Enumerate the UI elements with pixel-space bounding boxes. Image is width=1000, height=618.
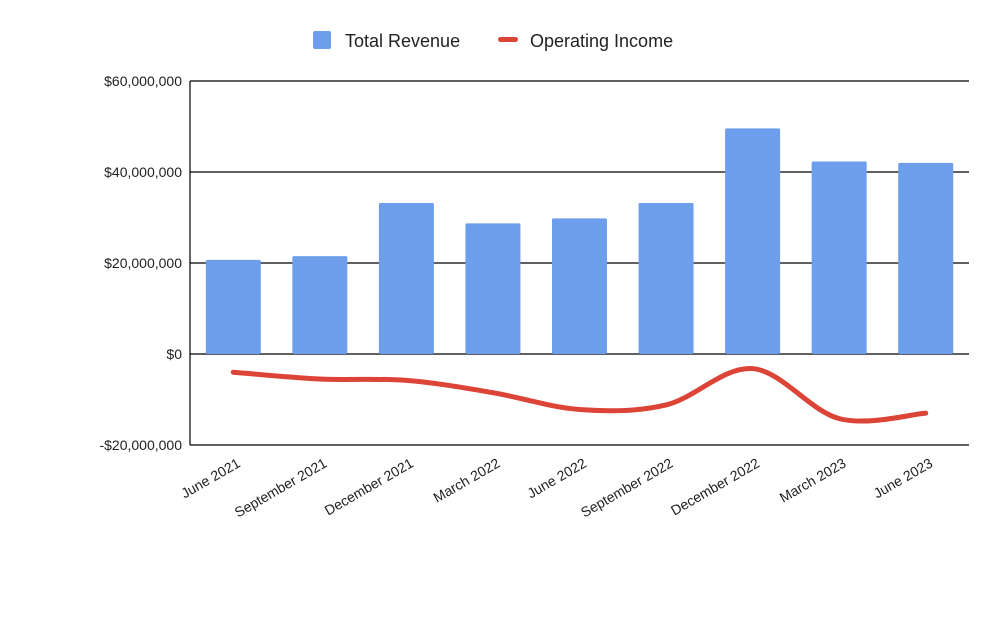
y-tick-label: $0 (166, 346, 182, 362)
point-operating-income-september-2022 (666, 404, 667, 405)
x-tick-label: March 2022 (430, 455, 502, 506)
y-axis-ticks: -$20,000,000 $0 $20,000,000 $40,000,000 $60,… (99, 73, 182, 453)
bar-march-2023 (811, 161, 867, 354)
x-tick-label: September 2022 (578, 455, 676, 521)
y-tick-label: $60,000,000 (104, 73, 182, 89)
legend-swatch-operating-income (498, 37, 518, 42)
bar-march-2022 (465, 223, 521, 354)
legend: Total Revenue Operating Income (313, 31, 673, 51)
x-tick-label: December 2022 (668, 455, 762, 519)
y-tick-label: -$20,000,000 (99, 437, 182, 453)
y-tick-label: $40,000,000 (104, 164, 182, 180)
bar-september-2021 (292, 256, 348, 354)
legend-label-operating-income: Operating Income (530, 31, 673, 51)
x-tick-label: June 2021 (178, 455, 243, 502)
point-operating-income-june-2023 (925, 413, 926, 414)
line-series-operating-income (230, 366, 929, 424)
bar-june-2022 (552, 218, 607, 354)
x-tick-label: September 2021 (232, 455, 330, 521)
bar-june-2021 (205, 259, 261, 354)
point-operating-income-june-2022 (579, 409, 580, 410)
x-tick-label: March 2023 (777, 455, 849, 506)
bar-december-2021 (378, 202, 434, 354)
legend-label-total-revenue: Total Revenue (345, 31, 460, 51)
bar-september-2022 (638, 202, 694, 354)
point-operating-income-june-2021 (233, 372, 234, 373)
y-tick-label: $20,000,000 (104, 255, 182, 271)
bar-series-total-revenue (205, 128, 954, 354)
point-operating-income-march-2023 (839, 418, 840, 419)
line-operating-income (230, 366, 929, 424)
x-tick-label: June 2022 (524, 455, 589, 502)
point-operating-income-march-2022 (492, 392, 493, 393)
point-operating-income-september-2021 (319, 379, 320, 380)
point-operating-income-december-2022 (752, 368, 753, 369)
x-tick-label: December 2021 (322, 455, 416, 519)
point-operating-income-december-2021 (406, 380, 407, 381)
bar-june-2023 (898, 162, 954, 354)
x-tick-label: June 2023 (871, 455, 936, 502)
bar-december-2022 (725, 128, 781, 354)
legend-swatch-total-revenue (313, 31, 331, 49)
